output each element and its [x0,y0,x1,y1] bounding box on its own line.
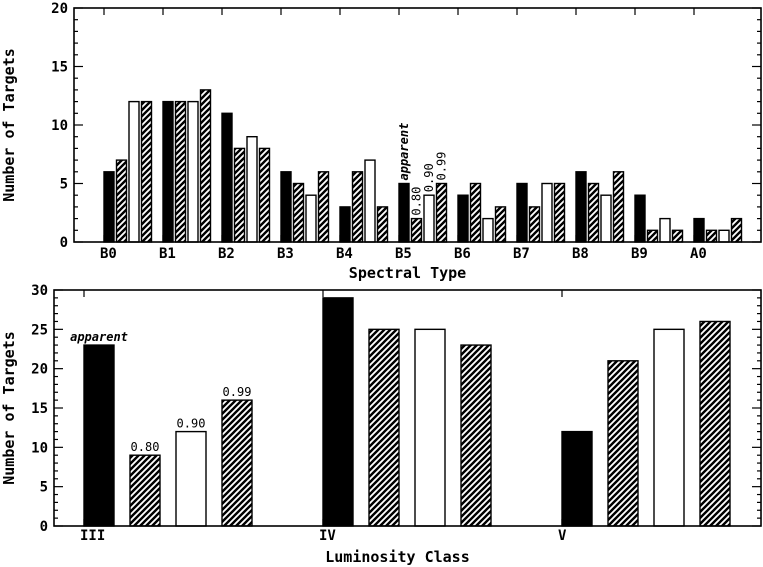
category-label-b0: B0 [100,246,117,262]
annotation-099: 0.99 [435,152,449,181]
bar-iii-apparent [83,344,115,527]
bar-b1-099 [199,89,212,243]
category-label-b6: B6 [454,246,471,262]
bar-b2-099 [258,147,271,243]
bar-b0-099 [140,100,153,243]
y-tick-label: 5 [60,177,68,193]
bar-b2-090 [246,135,258,243]
bar-iii-090 [175,430,207,527]
bar-b1-090 [187,100,199,243]
annotation-080: 0.80 [131,440,160,454]
bar-b9-090 [659,217,671,243]
annotation-apparent: apparent [397,123,411,181]
bar-b2-080 [233,147,246,243]
category-label-b4: B4 [336,246,353,262]
category-label-b9: B9 [631,246,648,262]
bar-iv-090 [414,328,446,527]
bar-iv-099 [460,344,492,527]
y-axis-title: Number of Targets [0,331,18,485]
category-label-b1: B1 [159,246,176,262]
bar-b9-099 [671,229,684,243]
category-label-iv: IV [319,528,336,544]
y-tick-label: 20 [31,362,48,378]
bar-b8-099 [612,171,625,243]
bar-b8-apparent [575,171,587,243]
bar-b7-099 [553,182,566,243]
category-label-v: V [558,528,567,544]
bar-iii-080 [129,454,161,527]
bar-a0-090 [718,229,730,243]
annotation-090: 0.90 [177,417,206,431]
spectral-type-panel: 0 5 10 15 20 B0 B1 B2 B3 B4 B5 B6 B7 B8 B9 A0 Spectral T… [0,1,762,282]
y-tick-label: 10 [51,118,68,134]
annotation-080: 0.80 [410,187,424,216]
bar-b4-080 [351,171,364,243]
bar-b7-090 [541,182,553,243]
x-axis-title: Luminosity Class [325,548,470,566]
bar-b3-apparent [280,171,292,243]
bar-b5-090 [423,194,435,243]
annotation-099: 0.99 [223,385,252,399]
y-tick-label: 30 [31,283,48,299]
bar-v-099 [699,320,731,527]
category-label-a0: A0 [690,246,707,262]
bar-b5-080 [410,217,423,243]
bar-b8-090 [600,194,612,243]
bar-b3-090 [305,194,317,243]
bar-b0-090 [128,100,140,243]
category-label-b7: B7 [513,246,530,262]
category-label-b3: B3 [277,246,294,262]
y-axis-title: Number of Targets [0,48,18,202]
bar-b4-apparent [339,206,351,243]
y-tick-label: 15 [31,401,48,417]
bar-b9-apparent [634,194,646,243]
bar-b6-apparent [457,194,469,243]
bar-b6-080 [469,182,482,243]
bar-b7-apparent [516,182,528,243]
bar-b6-090 [482,217,494,243]
y-tick-label: 0 [60,235,68,251]
bar-a0-apparent [693,217,705,243]
bar-b1-080 [174,100,187,243]
bar-b5-apparent [398,182,410,243]
bar-b5-099 [435,182,448,243]
bar-b4-099 [376,206,389,243]
bar-b7-080 [528,206,541,243]
x-axis-title: Spectral Type [349,264,466,282]
bar-b8-080 [587,182,600,243]
bar-b3-080 [292,182,305,243]
bar-b9-080 [646,229,659,243]
bar-v-080 [607,360,639,527]
category-label-b5: B5 [395,246,412,262]
bar-b0-080 [115,159,128,243]
bar-b6-099 [494,206,507,243]
y-tick-label: 15 [51,60,68,76]
category-label-b2: B2 [218,246,235,262]
category-label-b8: B8 [572,246,589,262]
bar-iv-apparent [322,297,354,527]
bar-iv-080 [368,328,400,527]
y-tick-label: 10 [31,440,48,456]
bar-b2-apparent [221,112,233,243]
bar-b3-099 [317,171,330,243]
y-tick-label: 25 [31,322,48,338]
luminosity-class-panel: 0 5 10 15 20 25 30 III IV V Luminosity Class Number… [0,283,762,566]
y-tick-label: 20 [51,1,68,17]
y-tick-label: 5 [40,480,48,496]
bar-v-apparent [561,430,593,527]
bar-a0-099 [730,217,743,243]
category-label-iii: III [80,528,105,544]
y-tick-label: 0 [40,519,48,535]
bar-a0-080 [705,229,718,243]
bar-b4-090 [364,159,376,243]
bar-b1-apparent [162,100,174,243]
bar-iii-099 [221,399,253,527]
bar-v-090 [653,328,685,527]
bar-b0-apparent [103,171,115,243]
annotation-apparent: apparent [70,330,128,344]
annotation-090: 0.90 [422,163,436,192]
